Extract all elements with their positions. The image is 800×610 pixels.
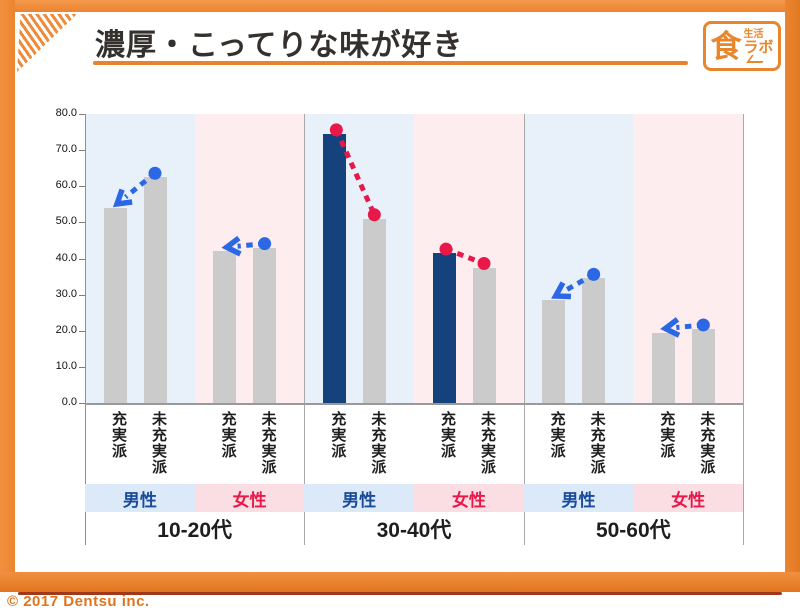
bar-default: [143, 177, 167, 403]
bar-label: 未充実派: [698, 411, 716, 475]
frame-top: [0, 0, 800, 12]
y-axis-tick-mark: [79, 150, 85, 152]
bar-label: 未充実派: [259, 411, 277, 475]
bar-label: 充実派: [548, 411, 566, 459]
logo-sub-text: ラボ: [743, 38, 774, 56]
gender-band-female: 女性: [194, 484, 305, 512]
y-axis-tick-label: 40.0: [55, 251, 77, 264]
group-separator-line: [523, 114, 525, 545]
plot-background-band-female: [194, 114, 305, 403]
y-axis-tick-mark: [79, 294, 85, 296]
bar-default: [651, 332, 675, 403]
y-axis-tick-mark: [79, 222, 85, 224]
bar-default: [542, 300, 566, 403]
y-axis-tick-mark: [79, 403, 85, 404]
bar-label: 未充実派: [150, 411, 167, 475]
bar-label: 未充実派: [479, 411, 496, 475]
bar-label: 未充実派: [588, 411, 606, 475]
y-axis-tick-mark: [79, 258, 85, 260]
plot-background-band-male: [304, 114, 414, 403]
bar-default: [253, 247, 277, 403]
bar-default: [582, 278, 606, 403]
y-axis-line: [85, 114, 86, 545]
plot-background-band-female: [633, 114, 743, 403]
bar-label: 充実派: [110, 411, 127, 459]
bar-default: [472, 267, 496, 403]
gender-band-female: 女性: [414, 484, 524, 512]
y-axis-tick-label: 50.0: [55, 215, 77, 228]
group-separator-line: [304, 114, 306, 545]
bar-highlighted: [432, 253, 456, 403]
plot-background-band-male: [523, 114, 634, 403]
age-group-label: 10-20代: [157, 519, 233, 542]
frame-bottom: [0, 572, 800, 592]
age-group-label: 30-40代: [376, 519, 452, 542]
title-underline: [93, 61, 688, 65]
y-axis-tick-mark: [79, 330, 85, 332]
bar-label: 充実派: [658, 411, 676, 459]
y-axis-tick-label: 0.0: [61, 396, 77, 408]
frame-right: [785, 0, 800, 592]
bar-chart: 0.0 10.0 20.0 30.0 40.0 50.0 60.0 70.0 80.0 充実派 未充…: [15, 12, 785, 560]
plot-background-band-male: [85, 114, 195, 403]
bar-default: [213, 251, 237, 403]
y-axis-tick-label: 30.0: [55, 287, 77, 300]
frame-left: [0, 0, 15, 592]
y-axis-tick-label: 70.0: [55, 143, 77, 156]
page-title: 濃厚・こってりな味が好き: [95, 29, 464, 62]
bar-default: [362, 218, 386, 403]
gender-band-male: 男性: [304, 484, 414, 512]
y-axis-tick-label: 80.0: [55, 107, 77, 119]
frame-bottom-shadow: [18, 592, 782, 595]
gender-band-male: 男性: [523, 484, 634, 512]
shoku-labo-logo: 食 生活 ラボ: [703, 21, 781, 71]
bar-default: [691, 328, 715, 403]
bar-label: 充実派: [439, 411, 456, 459]
gender-band-male: 男性: [85, 484, 195, 512]
bar-highlighted: [322, 133, 346, 403]
y-axis-tick-label: 60.0: [55, 179, 77, 192]
y-axis-tick-label: 20.0: [55, 323, 77, 336]
y-axis-tick-mark: [79, 186, 85, 188]
y-axis-tick-label: 10.0: [55, 359, 77, 372]
bar-label: 充実派: [219, 411, 237, 459]
gender-band-female: 女性: [633, 484, 743, 512]
logo-main-character: 食: [710, 28, 742, 64]
bar-label: 充実派: [329, 411, 347, 459]
logo-top-text: 生活: [743, 28, 764, 40]
bar-default: [103, 207, 127, 403]
bar-label: 未充実派: [369, 411, 387, 475]
y-axis-tick-mark: [79, 366, 85, 368]
x-axis-baseline: [85, 403, 743, 405]
group-separator-line: [743, 114, 744, 545]
content-area: 濃厚・こってりな味が好き 食 生活 ラボ 0.0 10.0 20.0 30.0 40.0…: [15, 12, 785, 572]
copyright-text: © 2017 Dentsu inc.: [7, 593, 150, 610]
y-axis-tick-mark: [79, 114, 85, 115]
age-group-label: 50-60代: [595, 519, 671, 542]
plot-background-band-female: [414, 114, 524, 403]
